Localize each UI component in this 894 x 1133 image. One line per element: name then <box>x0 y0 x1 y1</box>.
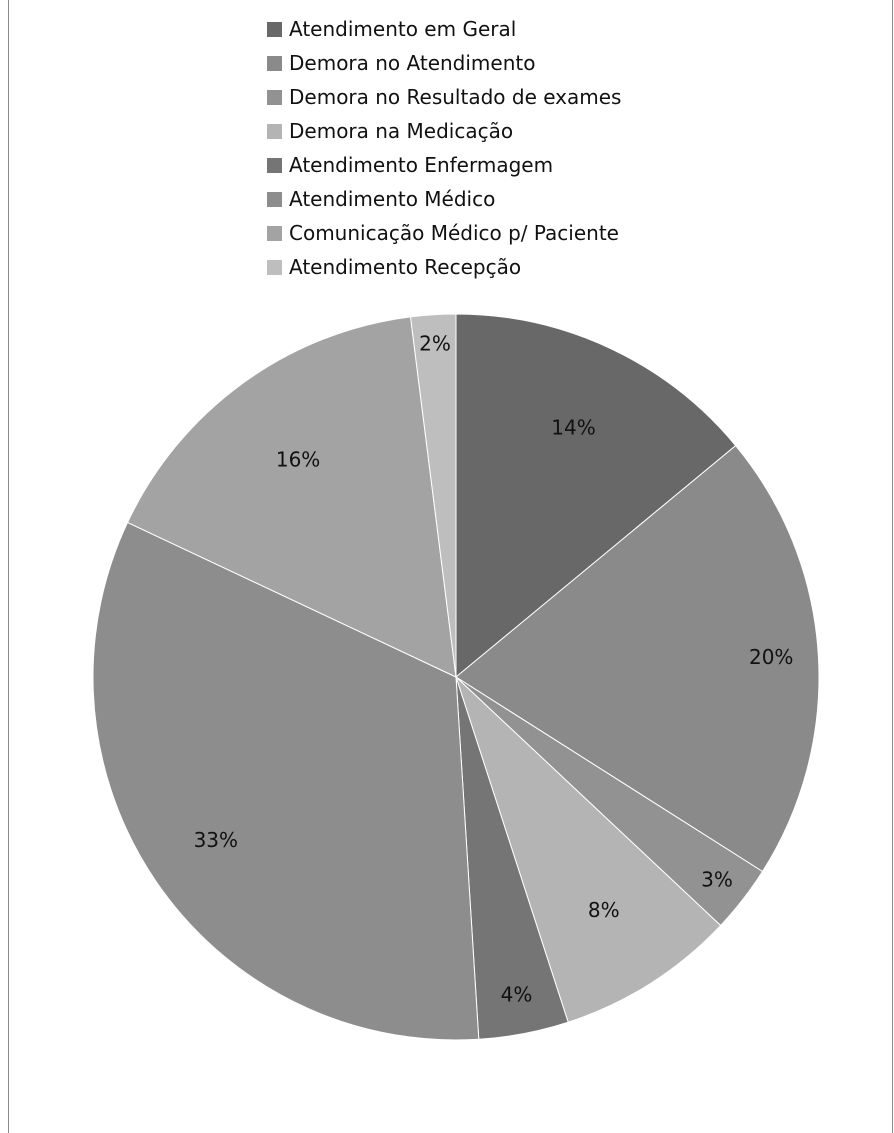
legend-item-atendimento-enfermagem: Atendimento Enfermagem <box>267 148 621 182</box>
pie-slice-1 <box>455 444 820 873</box>
pie-slice-3 <box>455 676 722 1023</box>
pie-value-label-7: 2% <box>419 332 451 356</box>
legend-item-demora-no-resultado-de-exames: Demora no Resultado de exames <box>267 80 621 114</box>
legend-item-comunicacao-medico-paciente: Comunicação Médico p/ Paciente <box>267 216 621 250</box>
legend-item-demora-no-atendimento: Demora no Atendimento <box>267 46 621 80</box>
legend-item-atendimento-medico: Atendimento Médico <box>267 182 621 216</box>
legend-swatch <box>267 123 282 139</box>
pie-value-label-2: 3% <box>701 868 733 892</box>
legend-item-atendimento-em-geral: Atendimento em Geral <box>267 12 621 46</box>
legend-swatch <box>267 55 282 71</box>
chart-area: Atendimento em Geral Demora no Atendimen… <box>8 0 893 1133</box>
pie-value-labels: 14% 20% 3% 8% 4% 33% 16% 2% <box>194 332 794 1007</box>
pie-value-label-6: 16% <box>276 448 320 472</box>
chart-legend: Atendimento em Geral Demora no Atendimen… <box>267 12 621 284</box>
legend-swatch <box>267 21 282 37</box>
legend-swatch <box>267 225 282 241</box>
pie-chart: 14% 20% 3% 8% 4% 33% 16% 2% <box>92 313 820 1041</box>
legend-label: Demora no Resultado de exames <box>289 85 622 109</box>
legend-item-demora-na-medicacao: Demora na Medicação <box>267 114 621 148</box>
pie-value-label-4: 4% <box>501 982 533 1006</box>
legend-swatch <box>267 157 282 173</box>
legend-label: Demora no Atendimento <box>289 51 536 75</box>
legend-label: Atendimento Médico <box>289 187 496 211</box>
pie-value-label-5: 33% <box>194 828 238 852</box>
pie-slice-0 <box>455 313 737 679</box>
legend-swatch <box>267 89 282 105</box>
pie-slice-6 <box>126 316 457 678</box>
pie-value-label-0: 14% <box>551 415 595 439</box>
pie-slices <box>92 313 820 1041</box>
pie-value-label-3: 8% <box>588 898 620 922</box>
legend-label: Atendimento em Geral <box>289 17 517 41</box>
legend-label: Atendimento Recepção <box>289 255 522 279</box>
legend-swatch <box>267 259 282 275</box>
legend-swatch <box>267 191 282 207</box>
legend-label: Comunicação Médico p/ Paciente <box>289 221 619 245</box>
legend-label: Atendimento Enfermagem <box>289 153 554 177</box>
legend-item-atendimento-recepcao: Atendimento Recepção <box>267 250 621 284</box>
legend-label: Demora na Medicação <box>289 119 514 143</box>
pie-slice-5 <box>92 521 480 1041</box>
pie-slice-7 <box>409 313 457 678</box>
pie-value-label-1: 20% <box>749 645 793 669</box>
